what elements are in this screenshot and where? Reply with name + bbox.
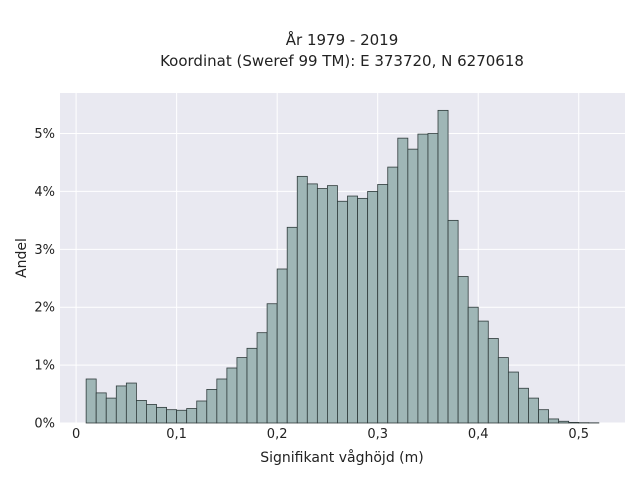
histogram-bar-38 — [467, 306, 479, 424]
histogram-bar-26 — [347, 195, 358, 424]
x-tick-label-2: 0,2 — [267, 427, 288, 442]
histogram-bar-12 — [206, 389, 218, 424]
y-tick-labels: 0% 1% 2% 3% 4% 5% — [34, 127, 55, 431]
histogram-bar-40 — [487, 338, 499, 424]
y-tick-label-4: 4% — [34, 185, 55, 200]
histogram-bar-9 — [176, 409, 188, 424]
histogram-bar-23 — [316, 188, 328, 424]
histogram-bar-19 — [276, 268, 288, 424]
y-tick-label-1: 1% — [34, 359, 55, 374]
histogram-bar-45 — [538, 409, 549, 424]
x-tick-label-5: 0,5 — [568, 427, 589, 442]
y-tick-label-0: 0% — [34, 417, 55, 432]
histogram-bar-6 — [146, 404, 157, 424]
histogram-bar-13 — [216, 378, 228, 424]
histogram-bar-21 — [296, 175, 308, 424]
y-tick-label-3: 3% — [34, 243, 55, 258]
bars-layer — [85, 109, 600, 424]
histogram-bar-11 — [196, 400, 208, 424]
x-tick-label-4: 0,4 — [468, 427, 489, 442]
histogram-bar-3 — [115, 385, 127, 424]
histogram-bar-2 — [105, 397, 117, 424]
chart-title-line-1: År 1979 - 2019 — [286, 30, 399, 49]
histogram-bar-43 — [518, 387, 529, 424]
histogram-bar-7 — [156, 406, 167, 424]
histogram-bar-35 — [437, 109, 449, 424]
histogram-bar-4 — [125, 382, 137, 424]
x-tick-label-3: 0,3 — [367, 427, 388, 442]
histogram-bar-32 — [407, 148, 419, 424]
histogram-bar-30 — [387, 166, 399, 424]
y-tick-label-5: 5% — [34, 127, 55, 142]
histogram-bar-33 — [417, 133, 429, 424]
histogram-bar-41 — [497, 357, 509, 424]
histogram-bar-39 — [477, 320, 489, 424]
histogram-bar-28 — [367, 191, 379, 424]
histogram-bar-5 — [136, 400, 147, 424]
histogram-bar-14 — [226, 367, 238, 424]
histogram-bar-1 — [95, 392, 107, 424]
histogram-bar-15 — [236, 357, 248, 424]
y-axis-label: Andel — [14, 238, 30, 278]
histogram-bar-31 — [397, 137, 409, 424]
y-tick-label-2: 2% — [34, 301, 55, 316]
histogram-bar-48 — [568, 422, 580, 424]
histogram-bar-10 — [186, 408, 198, 424]
histogram-bar-36 — [447, 219, 459, 424]
histogram-bar-42 — [507, 371, 519, 424]
chart-title-line-2: Koordinat (Sweref 99 TM): E 373720, N 62… — [160, 52, 524, 70]
histogram-bar-25 — [337, 200, 348, 424]
histogram-bar-22 — [306, 183, 318, 424]
histogram-bar-8 — [166, 409, 178, 424]
histogram-bar-34 — [427, 133, 439, 424]
x-tick-label-1: 0,1 — [166, 427, 187, 442]
histogram-bar-47 — [558, 420, 570, 424]
histogram-bar-24 — [327, 185, 338, 424]
histogram-bar-27 — [357, 197, 369, 424]
histogram-bar-18 — [266, 303, 278, 424]
x-tick-labels: 0 0,1 0,2 0,3 0,4 0,5 — [72, 427, 589, 442]
x-axis-label: Signifikant våghöjd (m) — [260, 449, 423, 466]
histogram-bar-0 — [85, 378, 97, 424]
histogram-bar-37 — [457, 276, 469, 424]
histogram-bar-44 — [528, 397, 539, 424]
histogram-bar-17 — [256, 332, 268, 424]
histogram-bar-29 — [377, 184, 389, 424]
histogram-bar-46 — [548, 418, 560, 424]
histogram-bar-20 — [286, 226, 298, 424]
histogram-bar-16 — [246, 347, 258, 424]
x-tick-label-0: 0 — [72, 427, 80, 442]
